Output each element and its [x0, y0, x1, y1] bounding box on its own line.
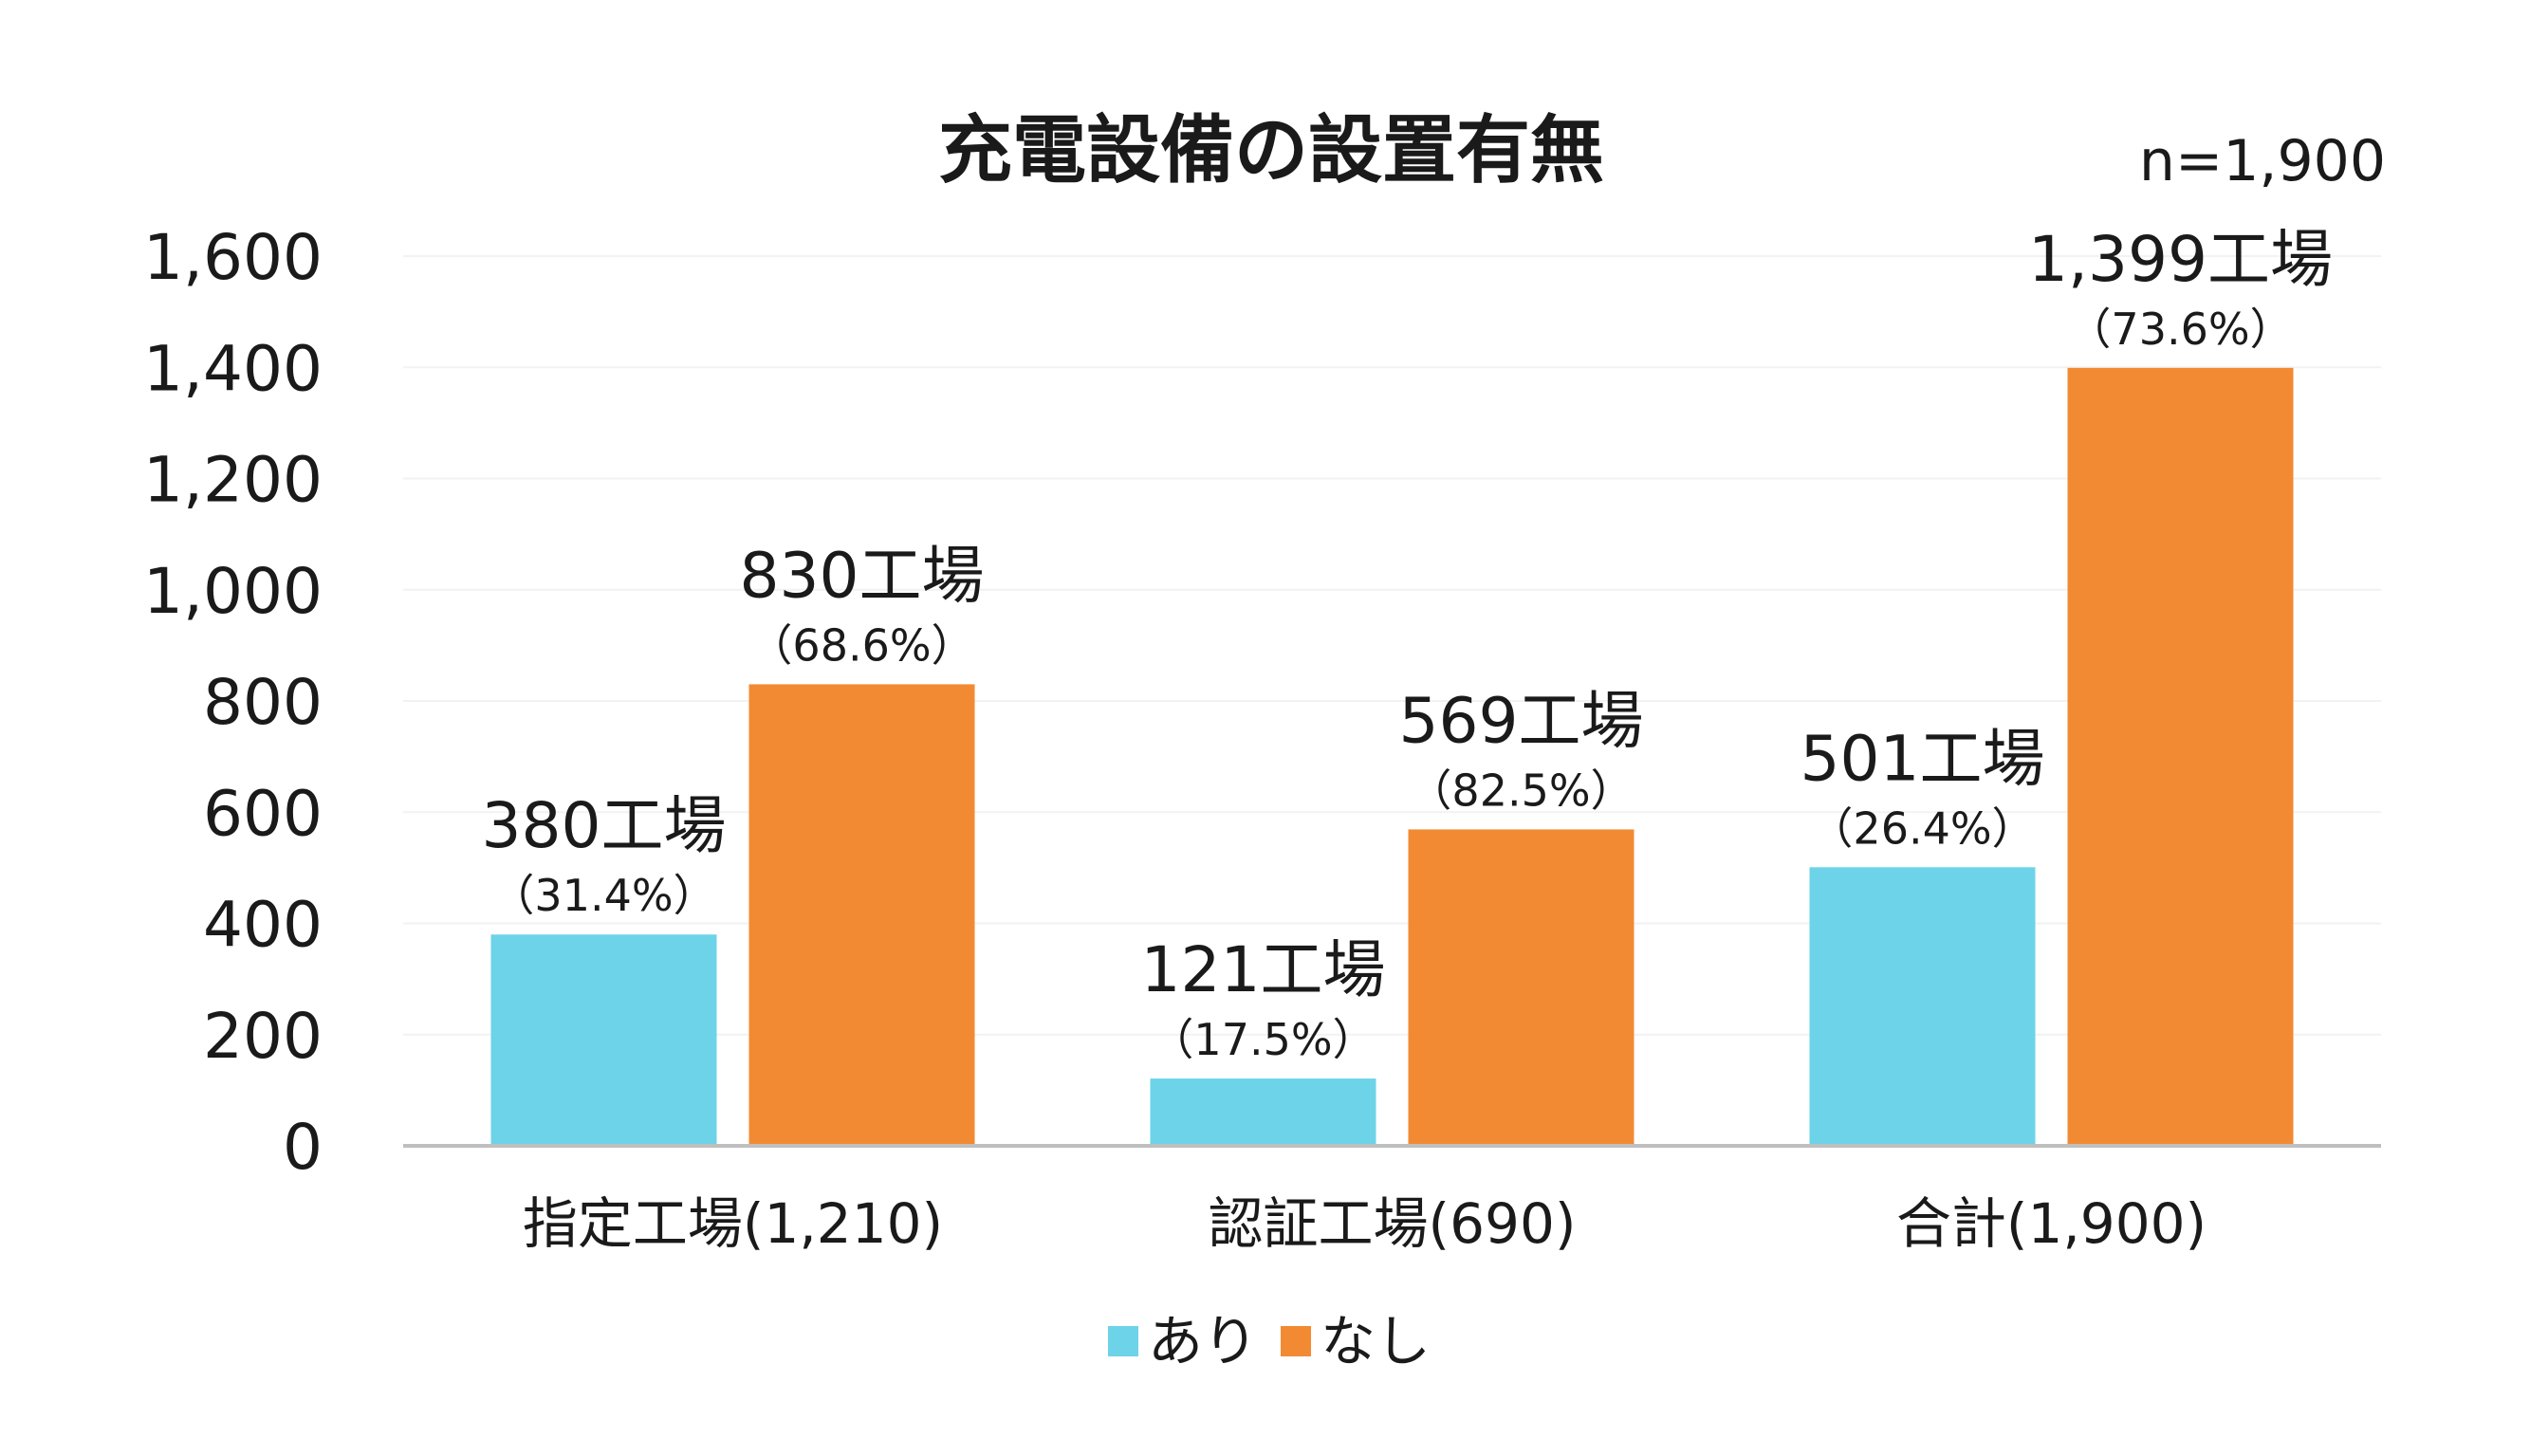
data-label-pct: （17.5%） — [1150, 1014, 1376, 1065]
y-tick-label: 600 — [203, 777, 323, 850]
legend: あり なし — [1108, 1309, 1431, 1373]
bars — [490, 367, 2294, 1146]
bar-なし-2 — [2067, 367, 2294, 1146]
chart-title: 充電設備の設置有無 — [938, 108, 1604, 194]
bar-なし-0 — [748, 684, 975, 1146]
y-tick-label: 1,400 — [143, 332, 323, 405]
gridlines — [403, 255, 2381, 1036]
bar-あり-2 — [1809, 867, 2036, 1146]
data-labels: 380工場 （31.4%） 830工場 （68.6%） 121工場 （17.5%） 569工… — [482, 223, 2333, 1065]
data-label: 121工場 — [1141, 933, 1386, 1006]
data-label: 569工場 — [1399, 684, 1644, 757]
bar-あり-0 — [490, 934, 717, 1146]
data-label: 380工場 — [482, 789, 727, 862]
legend-label: なし — [1320, 1309, 1431, 1373]
data-label-pct: （31.4%） — [490, 870, 716, 921]
legend-label: あり — [1148, 1309, 1258, 1373]
y-tick-label: 1,200 — [143, 444, 323, 517]
legend-swatch-1 — [1281, 1326, 1311, 1356]
y-tick-label: 1,000 — [143, 555, 323, 628]
y-tick-label: 400 — [203, 889, 323, 962]
data-label: 1,399工場 — [2028, 223, 2333, 296]
x-tick-label: 合計(1,900) — [1896, 1191, 2207, 1256]
data-label-pct: （68.6%） — [748, 619, 974, 671]
data-label: 501工場 — [1801, 722, 2045, 795]
y-tick-label: 0 — [283, 1111, 323, 1184]
legend-swatch-0 — [1108, 1326, 1138, 1356]
data-label-pct: （73.6%） — [2067, 304, 2293, 355]
data-label: 830工場 — [740, 539, 985, 612]
x-axis-ticks: 指定工場(1,210) 認証工場(690) 合計(1,900) — [523, 1191, 2207, 1256]
bar-なし-1 — [1408, 829, 1634, 1146]
y-tick-label: 800 — [203, 666, 323, 739]
sample-size-note: n=1,900 — [2139, 128, 2386, 194]
x-tick-label: 指定工場(1,210) — [523, 1191, 943, 1256]
x-tick-label: 認証工場(690) — [1209, 1191, 1577, 1256]
data-label-pct: （26.4%） — [1809, 802, 2035, 854]
bar-あり-1 — [1150, 1078, 1376, 1146]
y-tick-label: 200 — [203, 1000, 323, 1073]
y-axis-ticks: 0 200 400 600 800 1,000 1,200 1,400 1,600 — [143, 221, 323, 1184]
y-tick-label: 1,600 — [143, 221, 323, 294]
data-label-pct: （82.5%） — [1408, 765, 1634, 816]
